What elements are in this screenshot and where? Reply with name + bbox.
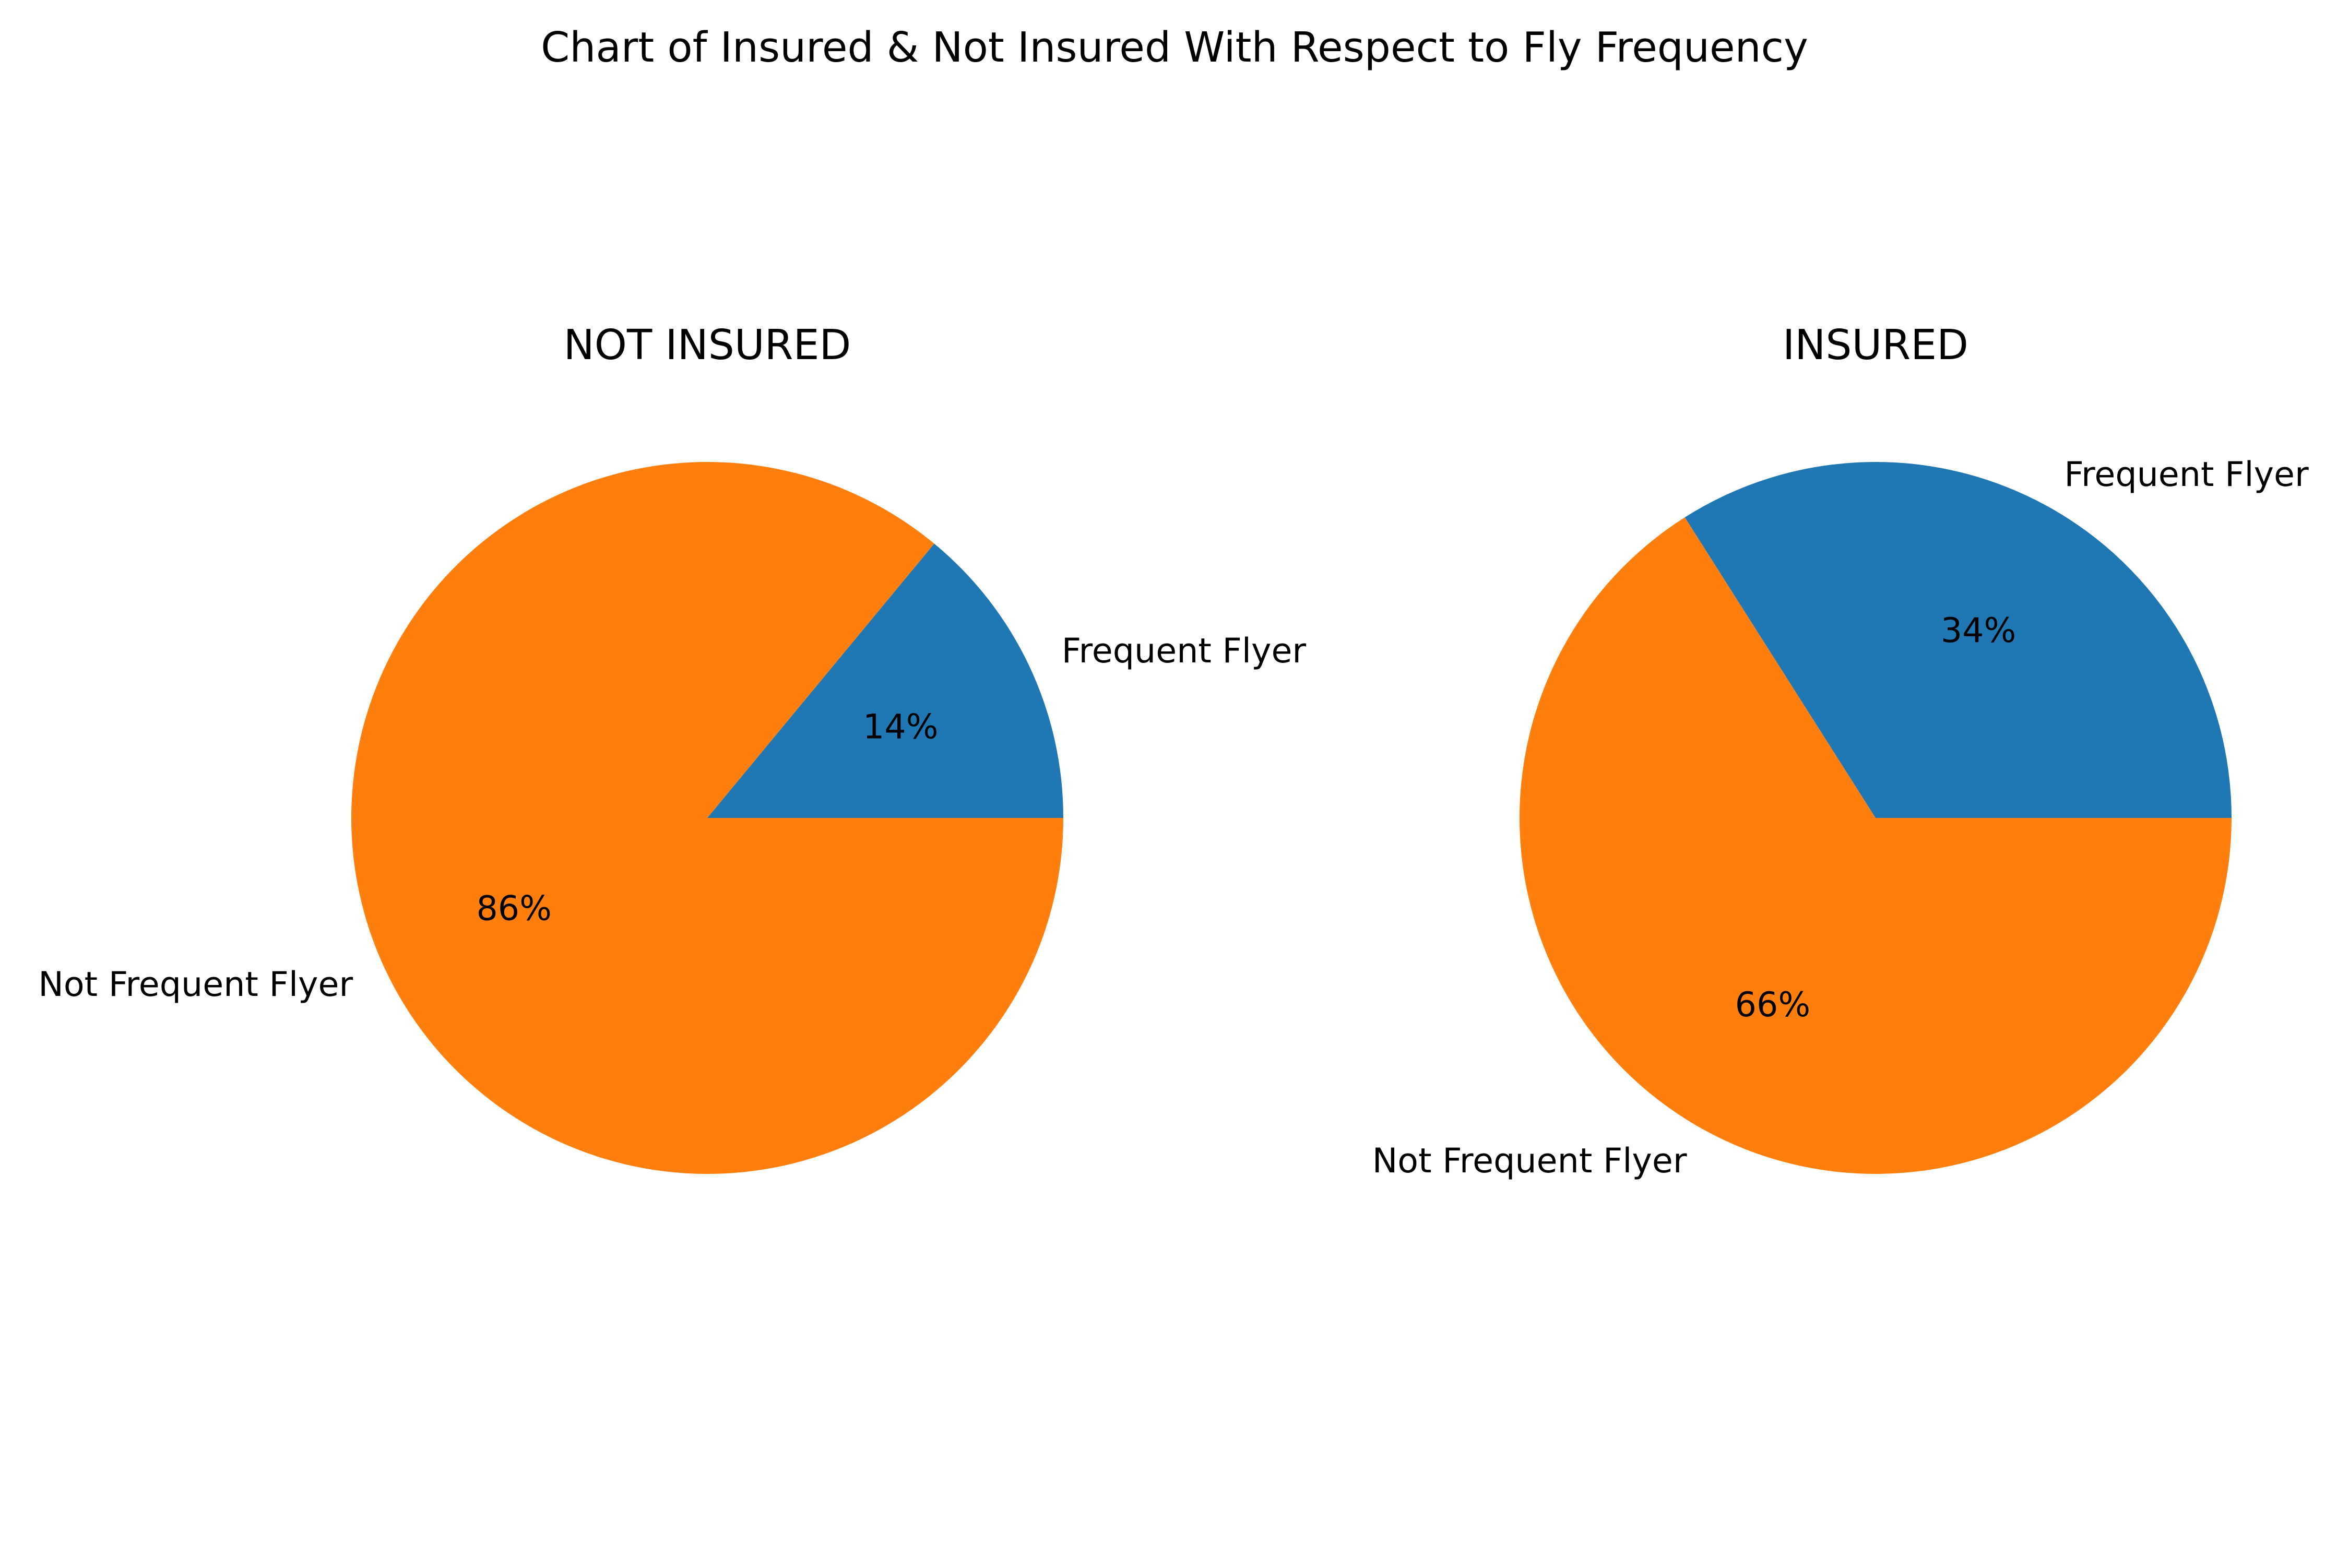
pie-not-insured: Frequent Flyer 14% Not Frequent Flyer 86% NO… [38, 321, 1306, 1174]
slice-label-insured-0: Frequent Flyer [2064, 455, 2309, 494]
pct-label-insured-0: 34% [1941, 611, 2016, 650]
pie-slice-not-insured-frequent-flyer [707, 543, 1063, 818]
slice-label-not-insured-1: Not Frequent Flyer [38, 965, 353, 1004]
pie-insured: Frequent Flyer 34% Not Frequent Flyer 66% IN… [1372, 321, 2309, 1181]
pie-slice-not-insured-not-frequent-flyer [351, 462, 1064, 1174]
pie-slice-insured-not-frequent-flyer [1520, 517, 2232, 1174]
chart-title: Chart of Insured & Not Insured With Resp… [541, 23, 1808, 72]
pie-title-insured: INSURED [1783, 321, 1968, 369]
pie-title-not-insured: NOT INSURED [564, 321, 851, 369]
pie-slice-insured-frequent-flyer [1684, 462, 2232, 818]
pct-label-insured-1: 66% [1735, 985, 1810, 1025]
slice-label-insured-1: Not Frequent Flyer [1372, 1142, 1687, 1181]
pct-label-not-insured-0: 14% [863, 707, 938, 746]
slice-label-not-insured-0: Frequent Flyer [1062, 632, 1307, 671]
pct-label-not-insured-1: 86% [476, 889, 551, 929]
